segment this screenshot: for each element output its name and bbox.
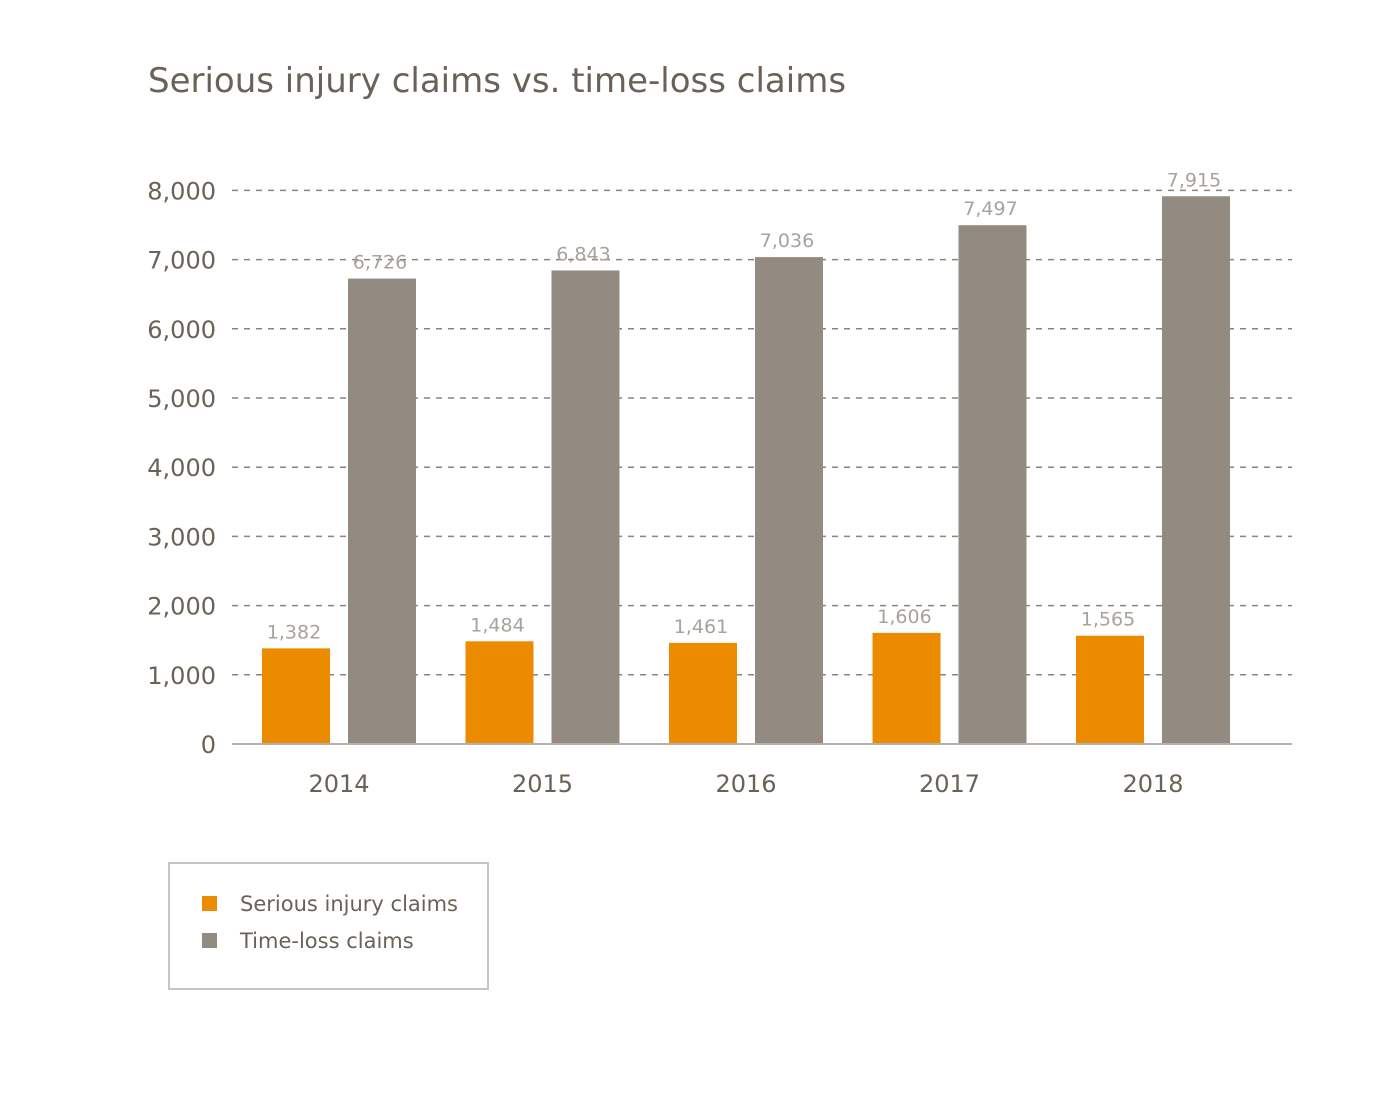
data-labels: 1,382 6,726 1,484 6,843 1,461 7,036 1,606 7,497…	[267, 169, 1221, 643]
y-tick-label: 0	[201, 731, 216, 759]
legend-label: Time-loss claims	[239, 929, 414, 953]
time-loss-bar	[958, 225, 1027, 745]
y-tick-label: 7,000	[147, 247, 216, 275]
x-tick-label: 2015	[512, 770, 573, 798]
bars	[262, 196, 1230, 745]
serious-injury-bar	[262, 648, 330, 744]
serious-injury-bar	[872, 632, 941, 744]
data-label: 7,915	[1167, 169, 1221, 191]
data-label: 6,843	[556, 243, 610, 265]
legend-swatch	[202, 933, 217, 948]
x-axis-ticks: 2014 2015 2016 2017 2018	[308, 770, 1183, 798]
data-label: 7,497	[963, 198, 1017, 220]
legend-box	[168, 862, 489, 990]
legend-label: Serious injury claims	[240, 892, 458, 916]
time-loss-bar	[755, 257, 823, 744]
legend: Serious injury claims Time-loss claims	[168, 862, 489, 990]
y-tick-label: 1,000	[147, 662, 216, 690]
y-tick-label: 2,000	[147, 593, 216, 621]
time-loss-bar	[551, 270, 620, 744]
x-tick-label: 2018	[1122, 770, 1183, 798]
legend-items: Serious injury claims Time-loss claims	[202, 892, 458, 953]
x-tick-label: 2014	[308, 770, 369, 798]
y-axis-ticks: 0 1,000 2,000 3,000 4,000 5,000 6,000 7,000 8,00…	[147, 177, 216, 759]
y-tick-label: 5,000	[147, 385, 216, 413]
legend-swatch	[202, 896, 217, 911]
x-tick-label: 2017	[919, 770, 980, 798]
y-tick-label: 4,000	[147, 454, 216, 482]
y-tick-label: 8,000	[147, 177, 216, 205]
time-loss-bar	[1162, 196, 1230, 745]
y-tick-label: 6,000	[147, 316, 216, 344]
data-label: 1,565	[1081, 609, 1135, 631]
data-label: 1,606	[877, 606, 931, 628]
data-label: 7,036	[760, 230, 814, 252]
y-tick-label: 3,000	[147, 523, 216, 551]
time-loss-bar	[348, 278, 416, 744]
x-tick-label: 2016	[715, 770, 776, 798]
data-label: 1,484	[470, 614, 524, 636]
serious-injury-bar	[465, 641, 534, 744]
data-label: 1,461	[674, 616, 728, 638]
data-label: 6,726	[353, 252, 407, 274]
data-label: 1,382	[267, 621, 321, 643]
chart-title: Serious injury claims vs. time-loss clai…	[148, 61, 846, 101]
serious-injury-bar	[1076, 635, 1144, 744]
serious-injury-bar	[669, 642, 737, 744]
